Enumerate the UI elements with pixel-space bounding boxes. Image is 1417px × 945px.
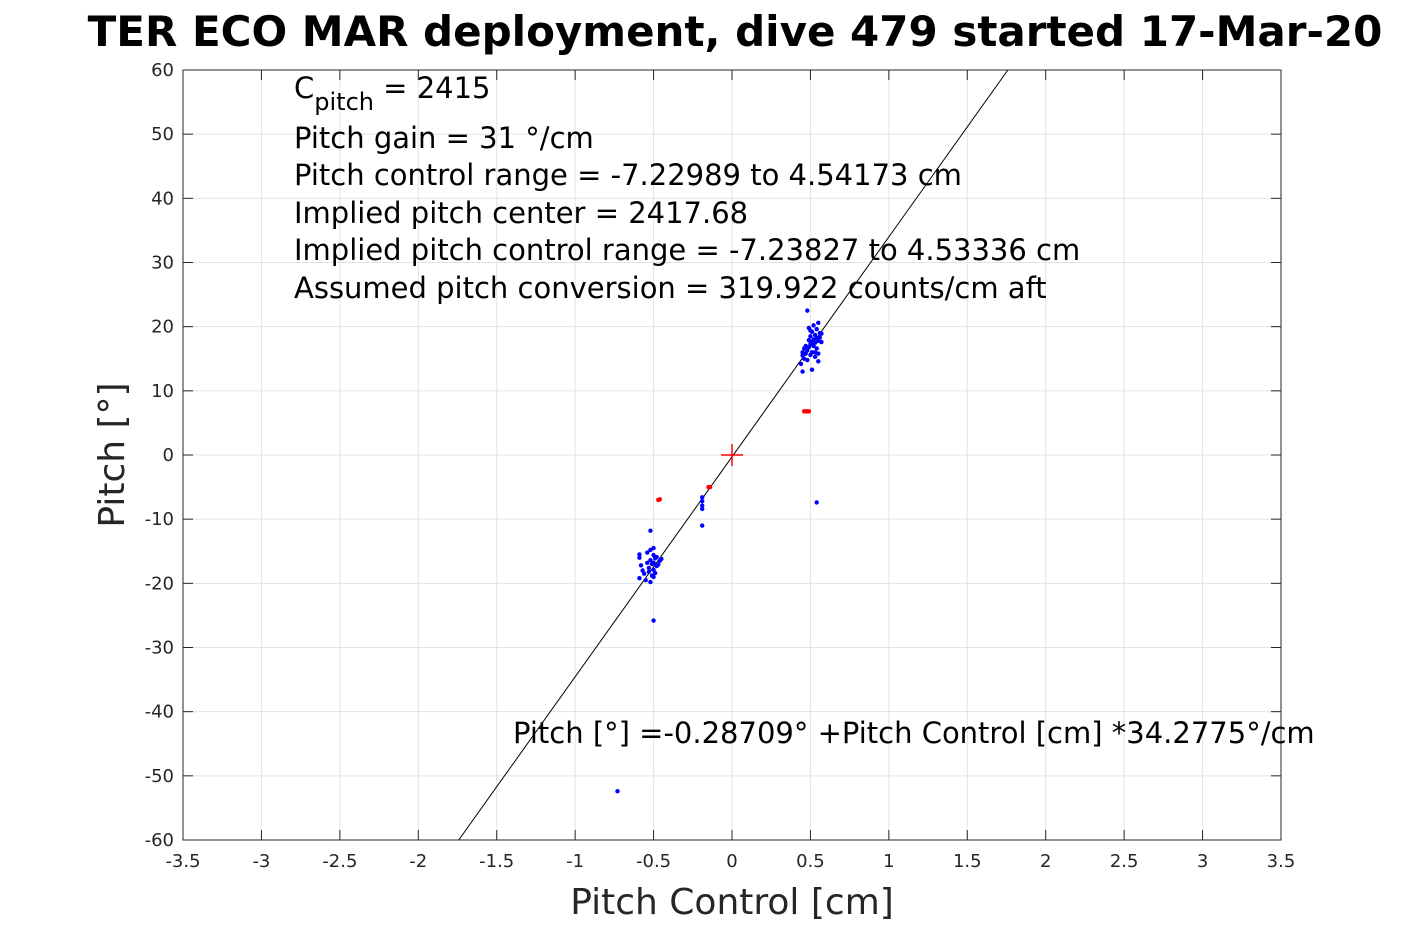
- data-point: [637, 576, 642, 581]
- y-tick-label: 0: [163, 445, 174, 466]
- data-point: [808, 328, 813, 333]
- x-tick-label: -1.5: [479, 851, 514, 872]
- data-point: [645, 550, 650, 555]
- x-tick-label: 1: [883, 851, 894, 872]
- data-point: [699, 503, 705, 508]
- data-point: [656, 562, 661, 567]
- data-point: [646, 569, 652, 574]
- data-point: [812, 350, 818, 355]
- data-point: [808, 334, 813, 339]
- data-point: [809, 367, 815, 372]
- data-point: [811, 323, 816, 328]
- data-point: [648, 579, 653, 585]
- data-point: [809, 350, 815, 355]
- x-tick-label: -3: [252, 851, 270, 872]
- x-tick-label: 1.5: [953, 851, 982, 872]
- x-tick-label: 0: [726, 851, 737, 872]
- data-point: [615, 789, 620, 794]
- data-point: [805, 357, 810, 363]
- c-pitch-value: = 2415: [374, 71, 491, 105]
- data-point: [646, 565, 652, 571]
- data-point: [809, 339, 815, 345]
- data-point: [814, 346, 819, 351]
- x-tick-label: 0.5: [796, 851, 825, 872]
- data-point: [659, 556, 664, 562]
- data-point: [643, 577, 648, 583]
- x-tick-label: -3.5: [165, 851, 200, 872]
- data-point: [651, 574, 656, 580]
- y-tick-label: 20: [151, 317, 174, 338]
- y-tick-label: 10: [151, 381, 174, 402]
- annotation-assumed-pitch-conversion: Assumed pitch conversion = 319.922 count…: [294, 271, 1047, 305]
- x-tick-label: 2.5: [1110, 851, 1139, 872]
- y-tick-label: 60: [151, 60, 174, 81]
- x-tick-label: 3: [1197, 851, 1208, 872]
- data-point: [699, 506, 705, 512]
- annotation-pitch-control-range: Pitch control range = -7.22989 to 4.5417…: [294, 158, 962, 192]
- data-point: [699, 523, 705, 528]
- data-point: [800, 369, 805, 374]
- data-points: [615, 308, 824, 794]
- y-tick-label: -20: [145, 573, 174, 594]
- x-tick-label: -2: [409, 851, 427, 872]
- data-point: [654, 554, 659, 560]
- x-tick-label: 3.5: [1267, 851, 1296, 872]
- y-axis-label: Pitch [°]: [92, 382, 133, 527]
- data-point: [817, 335, 823, 340]
- grid: [182, 69, 1282, 841]
- y-tick-label: 40: [151, 188, 174, 209]
- y-tick-label: -40: [145, 702, 174, 723]
- data-point: [638, 563, 644, 568]
- data-point: [651, 560, 656, 565]
- data-point: [652, 570, 658, 576]
- data-point: [637, 552, 642, 557]
- data-point: [814, 500, 819, 505]
- c-pitch-subscript: pitch: [314, 88, 374, 116]
- data-point: [819, 331, 824, 336]
- data-point: [798, 361, 804, 367]
- data-point: [648, 528, 653, 533]
- c-pitch-symbol: C: [294, 71, 314, 105]
- data-point: [651, 618, 656, 623]
- data-point: [699, 495, 705, 500]
- data-point: [651, 545, 656, 551]
- data-point: [699, 499, 705, 504]
- y-tick-label: -10: [145, 509, 174, 530]
- data-point: [814, 327, 819, 332]
- x-axis-label: Pitch Control [cm]: [570, 882, 894, 923]
- data-point: [805, 308, 810, 313]
- ticks: [182, 69, 1282, 841]
- annotation-implied-pitch-center: Implied pitch center = 2417.68: [294, 196, 748, 230]
- center-marker: [721, 444, 743, 466]
- x-tick-label: 2: [1040, 851, 1051, 872]
- data-point: [812, 354, 818, 360]
- x-tick-label: -2.5: [322, 851, 357, 872]
- y-tick-label: 50: [151, 124, 174, 145]
- tick-labels: -3.5 -3 -2.5 -2 -1.5 -1 -0.5 0 0.5 1 1.5 2 2.5 3 3.5 -6…: [145, 60, 1296, 872]
- data-point: [806, 409, 812, 414]
- data-point: [819, 339, 824, 345]
- c-pitch-annotation: Cpitch = 2415: [294, 71, 491, 116]
- x-tick-label: -1: [566, 851, 584, 872]
- annotation-implied-pitch-control-range: Implied pitch control range = -7.23827 t…: [294, 233, 1080, 267]
- chart-title: TER ECO MAR deployment, dive 479 started…: [88, 7, 1383, 56]
- y-tick-label: -30: [145, 638, 174, 659]
- data-point: [641, 571, 647, 576]
- annotation-pitch-gain: Pitch gain = 31 °/cm: [294, 121, 594, 155]
- data-point: [816, 359, 821, 364]
- y-tick-label: -50: [145, 766, 174, 787]
- data-point: [657, 497, 663, 502]
- x-tick-label: -0.5: [636, 851, 671, 872]
- y-tick-label: -60: [145, 830, 174, 851]
- fit-equation: Pitch [°] =-0.28709° +Pitch Control [cm]…: [513, 716, 1315, 750]
- data-point: [645, 560, 650, 565]
- data-point: [816, 320, 821, 326]
- data-point: [707, 484, 713, 490]
- data-point: [637, 555, 642, 560]
- data-point: [648, 558, 653, 563]
- y-tick-label: 30: [151, 253, 174, 274]
